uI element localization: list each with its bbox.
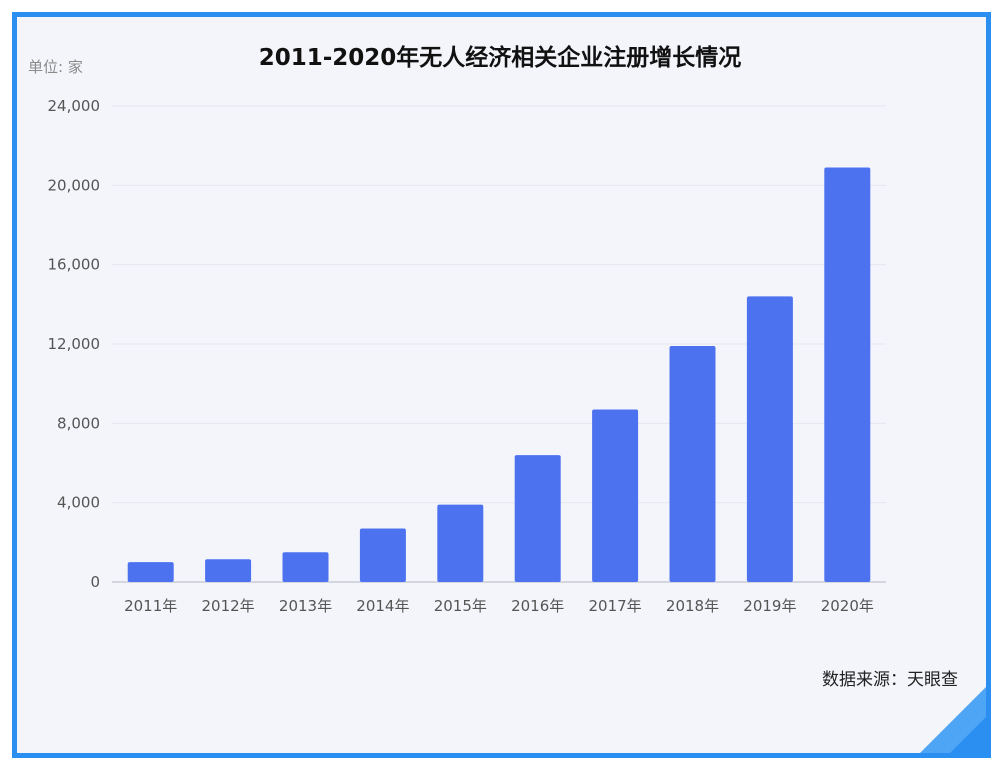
- x-tick-label: 2019年: [743, 597, 796, 615]
- bar: [282, 552, 329, 582]
- x-tick-label: 2012年: [202, 597, 255, 615]
- x-tick-label: 2016年: [511, 597, 564, 615]
- y-tick-label: 8,000: [57, 414, 100, 432]
- bar: [127, 562, 174, 582]
- bar: [437, 504, 484, 582]
- y-tick-label: 12,000: [48, 335, 101, 353]
- bar: [205, 559, 252, 582]
- x-tick-label: 2020年: [821, 597, 874, 615]
- x-tick-label: 2013年: [279, 597, 332, 615]
- x-tick-label: 2014年: [356, 597, 409, 615]
- y-tick-label: 20,000: [48, 176, 101, 194]
- y-tick-label: 24,000: [48, 97, 101, 115]
- x-tick-label: 2015年: [434, 597, 487, 615]
- bar: [824, 167, 871, 582]
- bar: [669, 345, 716, 582]
- bar: [514, 455, 561, 582]
- chart-title: 2011-2020年无人经济相关企业注册增长情况: [258, 45, 742, 71]
- unit-label: 单位: 家: [28, 58, 83, 76]
- source-note: 数据来源：天眼查: [822, 670, 958, 690]
- bar: [746, 296, 793, 582]
- y-tick-label: 16,000: [48, 256, 101, 274]
- bar: [359, 528, 406, 582]
- x-tick-label: 2017年: [589, 597, 642, 615]
- x-tick-label: 2018年: [666, 597, 719, 615]
- y-tick-label: 4,000: [57, 494, 100, 512]
- bar: [592, 409, 639, 582]
- y-tick-label: 0: [90, 573, 100, 591]
- corner-decoration-inner: [948, 715, 986, 753]
- x-tick-label: 2011年: [124, 597, 177, 615]
